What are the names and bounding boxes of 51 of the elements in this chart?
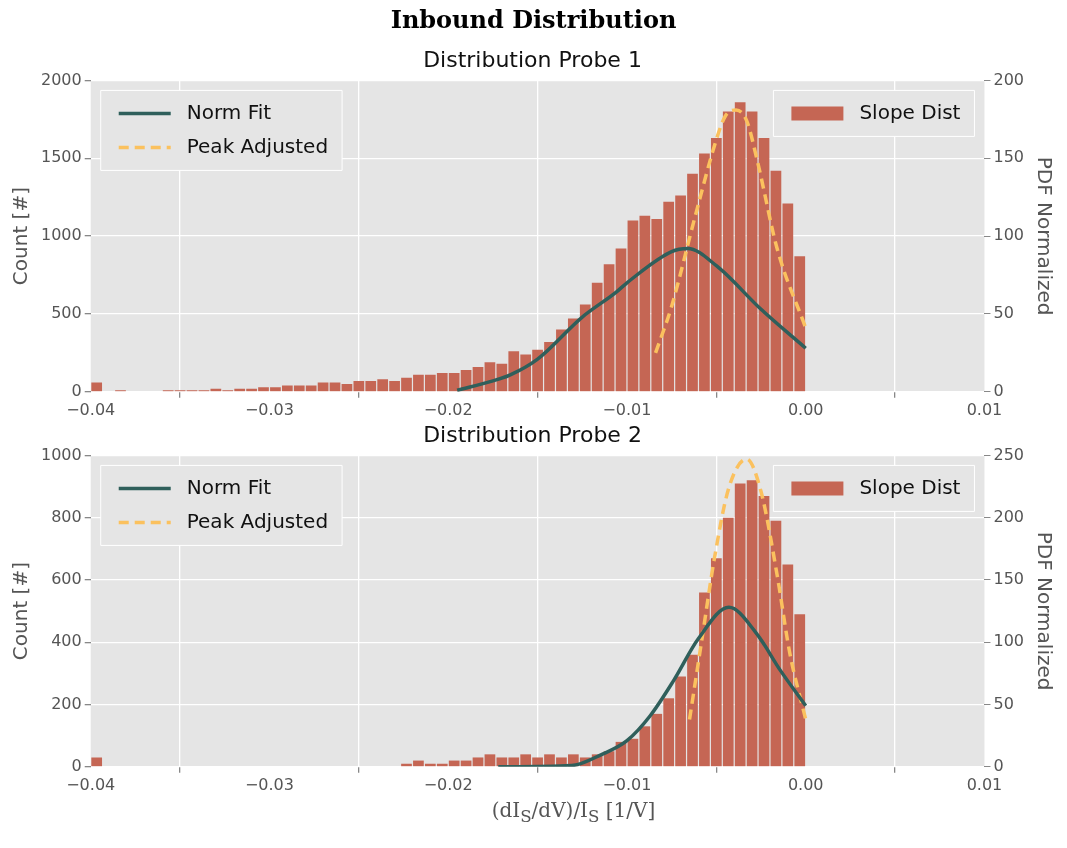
chart-title: Inbound Distribution	[389, 4, 678, 36]
y2-axis-title: PDF Normalized	[1032, 531, 1057, 691]
x-tick-label: −0.03	[244, 774, 294, 794]
legend-label: Peak Adjusted	[186, 508, 329, 533]
y-axis-title: Count [#]	[8, 187, 33, 286]
y2-tick-label: 50	[993, 303, 1014, 323]
y2-tick-label: 150	[993, 569, 1025, 589]
y-tick-label: 1000	[41, 225, 82, 245]
y2-tick-label: 200	[993, 69, 1025, 89]
y2-tick-label: 50	[993, 693, 1014, 713]
legend-label: Slope Dist	[859, 99, 961, 124]
y-tick-label: 2000	[41, 69, 82, 89]
y2-tick-label: 200	[993, 506, 1025, 526]
y2-tick-label: 0	[993, 380, 1004, 400]
x-tick-label: −0.04	[66, 774, 116, 794]
x-tick-label: 0.01	[966, 774, 1003, 794]
y-tick-label: 500	[51, 303, 82, 323]
line-series	[496, 605, 808, 767]
y-tick-label: 0	[71, 380, 82, 400]
y2-tick-label: 250	[993, 444, 1025, 464]
x-tick-label: −0.01	[602, 399, 652, 419]
y2-tick-label: 100	[993, 225, 1025, 245]
x-tick-label: −0.01	[602, 774, 652, 794]
x-tick-label: −0.02	[423, 399, 473, 419]
y-tick-label: 1500	[41, 147, 82, 167]
chart-subtitle: Distribution Probe 1	[423, 46, 642, 72]
legend-label: Peak Adjusted	[186, 133, 329, 158]
y-tick-label: 0	[71, 755, 82, 775]
y-tick-label: 400	[51, 631, 82, 651]
x-tick-label: −0.03	[244, 399, 294, 419]
chart-title: Distribution Probe 2	[423, 421, 642, 447]
y2-tick-label: 100	[993, 631, 1025, 651]
legend-label: Norm Fit	[186, 99, 272, 124]
y2-axis-title: PDF Normalized	[1032, 156, 1057, 316]
y-tick-label: 800	[51, 506, 82, 526]
x-axis-title: (dI$_{S}$/dV)/I$_{S}$ [1/V]	[490, 798, 657, 828]
y-tick-label: 1000	[41, 444, 82, 464]
legend-label: Norm Fit	[186, 474, 272, 499]
line-series	[687, 457, 808, 722]
y2-tick-label: 0	[993, 755, 1004, 775]
legend-label: Slope Dist	[859, 474, 961, 499]
y2-tick-label: 150	[993, 147, 1025, 167]
x-tick-label: 0.00	[787, 774, 824, 794]
y-axis-title: Count [#]	[8, 562, 33, 661]
x-tick-label: 0.01	[966, 399, 1003, 419]
line-series	[653, 108, 808, 355]
x-tick-label: 0.00	[787, 399, 824, 419]
x-tick-label: −0.04	[66, 399, 116, 419]
x-tick-label: −0.02	[423, 774, 473, 794]
y-tick-label: 200	[51, 693, 82, 713]
y-tick-label: 600	[51, 569, 82, 589]
